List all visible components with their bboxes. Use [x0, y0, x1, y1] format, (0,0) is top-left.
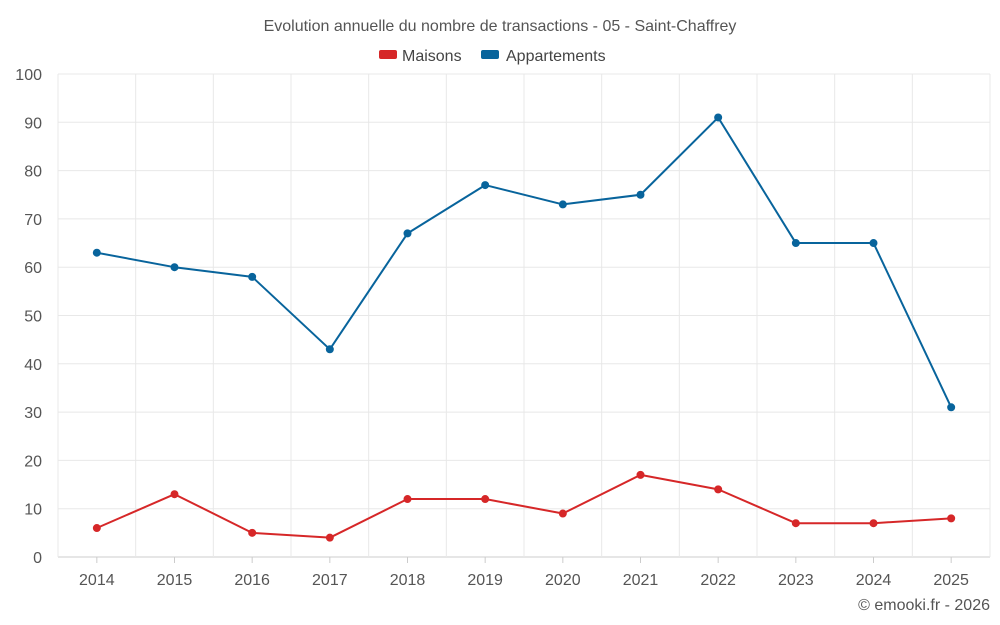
- x-tick-label: 2025: [933, 572, 969, 589]
- y-tick-label: 70: [24, 212, 42, 229]
- data-point-appartements: [714, 113, 723, 122]
- x-tick-label: 2021: [623, 572, 659, 589]
- data-point-appartements: [636, 190, 645, 199]
- footer-credit: © emooki.fr - 2026: [858, 597, 990, 614]
- chart-legend: Maisons Appartements: [379, 48, 606, 65]
- x-tick-label: 2020: [545, 572, 581, 589]
- legend-label-appartements: Appartements: [506, 48, 606, 65]
- legend-item-maisons[interactable]: Maisons: [379, 48, 462, 65]
- data-point-maisons: [403, 495, 412, 504]
- data-point-appartements: [403, 229, 412, 238]
- chart-title: Evolution annuelle du nombre de transact…: [264, 18, 737, 35]
- data-point-maisons: [92, 524, 101, 533]
- x-tick-label: 2022: [700, 572, 736, 589]
- y-axis: 0 10 20 30 40 50 60 70 80 90 100: [15, 67, 42, 567]
- y-tick-label: 10: [24, 502, 42, 519]
- x-tick-label: 2016: [234, 572, 270, 589]
- data-point-maisons: [869, 519, 878, 528]
- data-point-appartements: [248, 272, 257, 281]
- data-point-appartements: [92, 248, 101, 257]
- x-tick-label: 2024: [856, 572, 892, 589]
- data-point-maisons: [714, 485, 723, 494]
- grid-lines: [57, 73, 991, 558]
- data-point-maisons: [947, 514, 956, 523]
- data-point-appartements: [947, 403, 956, 412]
- legend-swatch-appartements: [481, 50, 499, 59]
- series-line-maisons: [96, 473, 952, 539]
- y-tick-label: 0: [33, 550, 42, 567]
- data-point-appartements: [558, 200, 567, 209]
- x-tick-label: 2019: [467, 572, 503, 589]
- x-tick-label: 2014: [79, 572, 115, 589]
- y-tick-label: 100: [15, 67, 42, 84]
- data-point-maisons: [325, 533, 334, 542]
- data-point-maisons: [170, 490, 179, 499]
- data-point-appartements: [481, 181, 490, 190]
- data-point-maisons: [791, 519, 800, 528]
- y-tick-label: 20: [24, 453, 42, 470]
- y-tick-label: 50: [24, 309, 42, 326]
- y-tick-label: 30: [24, 405, 42, 422]
- x-tick-label: 2023: [778, 572, 814, 589]
- data-point-appartements: [869, 239, 878, 248]
- legend-swatch-maisons: [379, 50, 397, 59]
- x-tick-label: 2017: [312, 572, 348, 589]
- y-tick-label: 40: [24, 357, 42, 374]
- x-tick-label: 2018: [390, 572, 426, 589]
- legend-item-appartements[interactable]: Appartements: [481, 48, 606, 65]
- y-tick-label: 60: [24, 260, 42, 277]
- x-tick-label: 2015: [157, 572, 193, 589]
- data-point-maisons: [481, 495, 490, 504]
- data-point-appartements: [325, 345, 334, 354]
- y-tick-label: 80: [24, 164, 42, 181]
- series-layer: [92, 113, 956, 542]
- data-point-maisons: [558, 509, 567, 518]
- data-point-maisons: [248, 528, 257, 537]
- legend-label-maisons: Maisons: [402, 48, 462, 65]
- data-point-appartements: [791, 239, 800, 248]
- y-tick-label: 90: [24, 115, 42, 132]
- data-point-appartements: [170, 263, 179, 272]
- x-axis: 2014 2015 2016 2017 2018 2019 2020 2021 2022 2023…: [79, 557, 969, 589]
- data-point-maisons: [636, 470, 645, 479]
- series-line-appartements: [96, 116, 953, 408]
